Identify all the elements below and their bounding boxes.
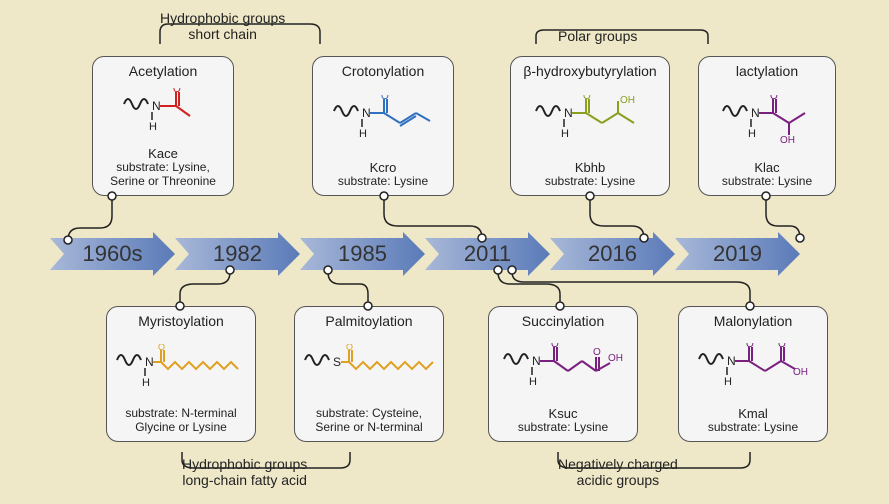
card-title: Myristoylation (138, 313, 224, 329)
svg-text:N: N (751, 106, 760, 120)
card-title: β-hydroxybutyrylation (523, 63, 656, 79)
card-footer: Ksucsubstrate: Lysine (518, 404, 608, 435)
svg-text:O: O (381, 95, 389, 102)
card-bhb: β-hydroxybutyrylation N H O OH Kbhbsubst… (510, 56, 670, 196)
card-abbr: Ksuc (518, 406, 608, 421)
card-title: Crotonylation (342, 63, 425, 79)
timeline-segment: 1985 (300, 232, 425, 276)
svg-text:N: N (532, 354, 541, 368)
card-abbr: Kbhb (545, 160, 635, 175)
svg-text:OH: OH (620, 95, 635, 106)
molecule-structure: N H O OH (717, 81, 817, 158)
timeline-year: 1982 (213, 241, 262, 267)
svg-text:O: O (173, 88, 181, 95)
card-abbr: Kmal (708, 406, 798, 421)
group-label-hydrophobic-short: Hydrophobic groupsshort chain (160, 10, 285, 42)
svg-text:N: N (145, 355, 154, 369)
molecule-structure: N H O (328, 81, 438, 158)
group-label-hydrophobic-long: Hydrophobic groupslong-chain fatty acid (182, 456, 307, 488)
card-substrate: substrate: Lysine (545, 175, 635, 189)
card-substrate: substrate: Lysine (518, 421, 608, 435)
svg-text:H: H (149, 121, 157, 133)
card-abbr: Kcro (338, 160, 428, 175)
card-abbr: Klac (722, 160, 812, 175)
card-footer: Kcrosubstrate: Lysine (338, 158, 428, 189)
card-succinylation: Succinylation N H O O OHKsucsubstrate: L… (488, 306, 638, 442)
timeline: 1960s 1982 1985 2011 2016 2019 (50, 232, 850, 276)
timeline-year: 1985 (338, 241, 387, 267)
card-title: Acetylation (129, 63, 197, 79)
card-footer: substrate: Cysteine,Serine or N-terminal (315, 407, 422, 435)
timeline-year: 2011 (464, 241, 511, 267)
card-footer: Klacsubstrate: Lysine (722, 158, 812, 189)
card-substrate: substrate: N-terminalGlycine or Lysine (125, 407, 236, 435)
svg-text:N: N (564, 106, 573, 120)
svg-text:H: H (561, 128, 569, 140)
card-substrate: substrate: Lysine (722, 175, 812, 189)
card-substrate: substrate: Lysine,Serine or Threonine (110, 161, 216, 189)
card-malonylation: Malonylation N H O O OHKmalsubstrate: Ly… (678, 306, 828, 442)
svg-text:OH: OH (793, 367, 808, 378)
molecule-structure: S O (299, 331, 439, 407)
molecule-structure: N H O O OH (693, 331, 813, 404)
group-label-acidic: Negatively chargedacidic groups (558, 456, 678, 488)
timeline-year: 2016 (588, 241, 637, 267)
card-footer: Kacesubstrate: Lysine,Serine or Threonin… (110, 144, 216, 189)
svg-text:O: O (551, 343, 559, 350)
timeline-segment: 2011 (425, 232, 550, 276)
card-footer: Kbhbsubstrate: Lysine (545, 158, 635, 189)
card-lactylation: lactylation N H O OH Klacsubstrate: Lysi… (698, 56, 836, 196)
card-title: Malonylation (714, 313, 793, 329)
card-crotonylation: Crotonylation N H O Kcrosubstrate: Lysin… (312, 56, 454, 196)
card-substrate: substrate: Cysteine,Serine or N-terminal (315, 407, 422, 435)
diagram-canvas: 1960s 1982 1985 2011 2016 2019 Hydrophobi… (0, 0, 889, 504)
timeline-segment: 1960s (50, 232, 175, 276)
svg-text:H: H (724, 376, 732, 388)
svg-text:S: S (333, 355, 341, 369)
svg-text:N: N (362, 106, 371, 120)
card-substrate: substrate: Lysine (338, 175, 428, 189)
card-substrate: substrate: Lysine (708, 421, 798, 435)
svg-text:O: O (770, 95, 778, 102)
card-title: lactylation (736, 63, 798, 79)
svg-text:OH: OH (608, 353, 623, 364)
card-footer: Kmalsubstrate: Lysine (708, 404, 798, 435)
timeline-segment: 1982 (175, 232, 300, 276)
card-footer: substrate: N-terminalGlycine or Lysine (125, 407, 236, 435)
svg-text:O: O (746, 343, 754, 350)
timeline-segment: 2019 (675, 232, 800, 276)
card-acetylation: Acetylation N H O Kacesubstrate: Lysine,… (92, 56, 234, 196)
svg-text:H: H (748, 128, 756, 140)
svg-text:H: H (529, 376, 537, 388)
svg-text:H: H (142, 377, 150, 389)
svg-text:H: H (359, 128, 367, 140)
molecule-structure: N H O (118, 81, 208, 144)
svg-text:O: O (778, 343, 786, 350)
svg-text:OH: OH (780, 135, 795, 145)
card-title: Palmitoylation (325, 313, 412, 329)
timeline-year: 1960s (83, 241, 143, 267)
timeline-segment: 2016 (550, 232, 675, 276)
svg-text:O: O (158, 344, 165, 352)
card-myristoylation: Myristoylation N H O substrate: N-termin… (106, 306, 256, 442)
svg-text:O: O (583, 95, 591, 102)
card-abbr: Kace (110, 146, 216, 161)
molecule-structure: N H O OH (530, 81, 650, 158)
card-palmitoylation: Palmitoylation S O substrate: Cysteine,S… (294, 306, 444, 442)
molecule-structure: N H O (111, 331, 251, 407)
svg-text:O: O (346, 344, 353, 352)
timeline-year: 2019 (713, 241, 762, 267)
card-title: Succinylation (522, 313, 605, 329)
svg-text:N: N (727, 354, 736, 368)
svg-text:O: O (593, 347, 601, 358)
svg-text:N: N (152, 99, 161, 113)
group-label-polar: Polar groups (558, 28, 637, 44)
molecule-structure: N H O O OH (498, 331, 628, 404)
